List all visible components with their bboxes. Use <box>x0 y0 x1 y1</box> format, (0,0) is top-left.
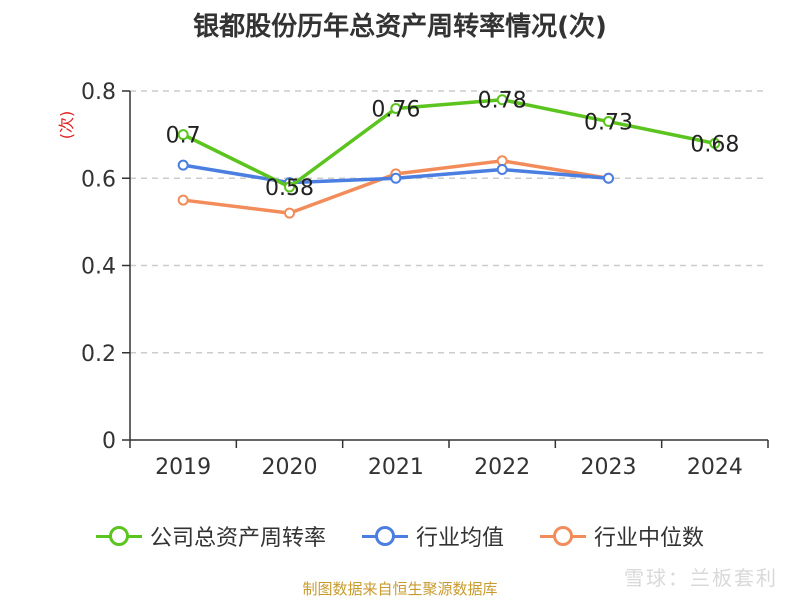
data-point <box>390 102 402 114</box>
data-label: 0.76 <box>371 97 420 122</box>
x-tick-label: 2020 <box>262 455 318 480</box>
y-tick-label: 0.4 <box>81 255 116 280</box>
axes: 0 0.2 0.4 0.6 0.8 2019 2020 2021 2022 2023 2024 <box>81 80 769 480</box>
data-point <box>177 159 189 171</box>
legend-item[interactable]: 行业均值 <box>361 520 504 552</box>
series-lines <box>177 94 721 219</box>
x-tick-label: 2021 <box>368 455 424 480</box>
data-point <box>603 172 614 184</box>
line-chart: 0 0.2 0.4 0.6 0.8 2019 2020 2021 2022 2023 2024 0.… <box>57 80 769 480</box>
legend-marker-icon <box>540 526 586 546</box>
data-point <box>709 137 721 149</box>
legend-marker-icon <box>95 526 142 546</box>
data-point <box>284 181 295 193</box>
source-note: 制图数据来自恒生聚源数据库 <box>302 580 498 598</box>
x-tick-label: 2019 <box>155 455 211 480</box>
legend-label: 行业均值 <box>415 526 504 551</box>
y-tick-label: 0 <box>102 429 116 454</box>
watermark: 雪球：兰板套利 <box>624 566 778 590</box>
legend-item[interactable]: 公司总资产周转率 <box>95 520 326 552</box>
data-point <box>496 94 508 106</box>
data-point <box>177 129 189 141</box>
chart-title: 银都股份历年总资产周转率情况(次) <box>193 12 607 42</box>
legend-item[interactable]: 行业中位数 <box>540 520 704 552</box>
data-point <box>177 194 189 206</box>
grid-lines <box>130 90 768 354</box>
data-point <box>496 164 508 176</box>
data-point <box>390 172 402 184</box>
data-label: 0.58 <box>265 176 314 201</box>
y-tick-label: 0.2 <box>81 342 116 367</box>
data-label: 0.7 <box>166 124 201 149</box>
x-tick-label: 2023 <box>581 455 637 480</box>
y-tick-label: 0.8 <box>81 80 116 105</box>
data-point <box>284 207 295 219</box>
data-label: 0.73 <box>584 111 633 136</box>
y-tick-label: 0.6 <box>81 167 116 192</box>
data-label: 0.68 <box>690 132 739 157</box>
legend-label: 行业中位数 <box>594 526 705 551</box>
legend: 公司总资产周转率 行业均值 行业中位数 <box>0 520 800 552</box>
x-tick-label: 2022 <box>474 455 530 480</box>
x-tick-label: 2024 <box>687 455 743 480</box>
data-point <box>496 155 508 167</box>
y-axis-label: (次) <box>57 111 76 140</box>
legend-marker-icon <box>361 526 408 546</box>
data-label: 0.78 <box>478 89 527 114</box>
legend-label: 公司总资产周转率 <box>149 526 326 551</box>
data-point <box>603 116 614 128</box>
series-line-0 <box>182 97 716 189</box>
data-labels: 0.7 0.58 0.76 0.78 0.73 0.68 <box>166 89 740 201</box>
